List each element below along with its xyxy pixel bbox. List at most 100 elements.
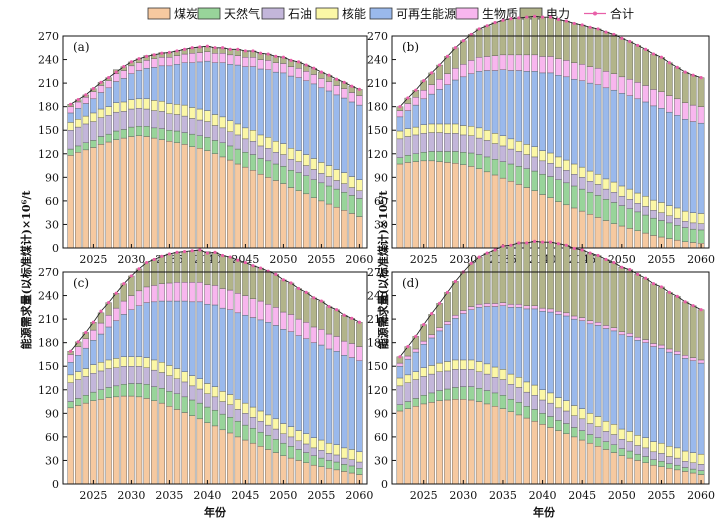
bar-segment <box>75 371 82 380</box>
total-point <box>509 17 513 21</box>
legend-item: 可再生能源 <box>369 7 456 21</box>
total-point <box>175 250 179 254</box>
bar-segment <box>128 275 135 296</box>
bar-segment <box>642 437 649 449</box>
bar-segment <box>287 426 295 438</box>
bar-segment <box>219 429 226 485</box>
bar-segment <box>158 65 165 102</box>
total-point <box>145 260 149 265</box>
total-point <box>596 253 600 258</box>
bar-segment <box>507 18 515 56</box>
bar-segment <box>674 457 681 466</box>
x-tick-label: 2025 <box>410 253 438 266</box>
bar-segment <box>594 255 602 323</box>
bar-segment <box>420 160 427 249</box>
bar-segment <box>234 312 241 400</box>
bar-segment <box>173 130 181 143</box>
bar-segment <box>436 390 443 401</box>
bar-segment <box>318 182 325 202</box>
bar-segment <box>404 103 412 111</box>
bar-segment <box>257 410 264 422</box>
bar-segment <box>280 143 287 155</box>
bar-segment <box>120 395 127 485</box>
total-point <box>430 71 434 75</box>
bar-segment <box>444 388 451 401</box>
bar-segment <box>348 459 355 467</box>
bar-segment <box>396 138 404 158</box>
bar-segment <box>642 462 649 485</box>
total-point <box>675 65 679 70</box>
bar-segment <box>674 115 681 209</box>
bar-segment <box>325 442 333 454</box>
bar-segment <box>128 309 135 358</box>
bar-segment <box>265 435 272 450</box>
bar-segment <box>151 359 158 371</box>
bar-segment <box>689 222 697 230</box>
bar-segment <box>547 176 554 198</box>
bar-segment <box>642 101 649 197</box>
total-point <box>221 46 225 50</box>
bar-segment <box>547 197 554 249</box>
total-point <box>289 58 293 62</box>
bar-segment <box>204 406 211 423</box>
total-point <box>312 66 316 70</box>
bar-segment <box>594 416 602 427</box>
bar-segment <box>475 154 483 169</box>
bar-segment <box>227 54 234 65</box>
total-point <box>628 39 632 44</box>
bar-segment <box>570 405 578 416</box>
bar-segment <box>610 330 618 425</box>
bar-segment <box>689 242 697 249</box>
bar-segment <box>318 300 325 330</box>
bar-segment <box>219 307 226 392</box>
bar-segment <box>257 431 264 447</box>
bar-segment <box>412 126 420 136</box>
bar-segment <box>227 145 234 161</box>
y-tick-label: 150 <box>367 124 388 137</box>
total-point <box>122 282 126 286</box>
total-point <box>540 240 545 244</box>
bar-segment <box>341 471 348 485</box>
bar-segment <box>310 74 317 85</box>
bar-segment <box>166 282 173 302</box>
bar-segment <box>204 393 211 408</box>
bar-segment <box>444 73 451 85</box>
total-point <box>312 296 316 300</box>
bar-segment <box>90 340 97 365</box>
total-point <box>297 286 301 291</box>
bar-segment <box>90 391 97 401</box>
bar-segment <box>303 154 310 166</box>
total-point <box>588 251 592 255</box>
bar-segment <box>555 314 562 398</box>
bar-segment <box>460 76 467 126</box>
total-point <box>175 49 179 53</box>
bar-segment <box>135 396 143 485</box>
bar-segment <box>697 359 705 364</box>
bar-segment <box>158 402 165 485</box>
bar-segment <box>412 153 420 162</box>
x-tick-label: 2045 <box>568 489 596 502</box>
bar-segment <box>570 436 578 485</box>
bar-segment <box>444 324 451 362</box>
bar-segment <box>272 452 279 485</box>
bar-segment <box>219 62 226 118</box>
bar-segment <box>452 67 459 81</box>
total-point <box>84 93 88 97</box>
bar-segment <box>318 162 325 174</box>
bar-segment <box>444 292 451 322</box>
bar-segment <box>610 223 618 249</box>
total-point <box>107 301 111 305</box>
total-point <box>152 257 156 262</box>
bar-segment <box>105 133 112 143</box>
bar-segment <box>105 314 112 328</box>
bar-segment <box>135 70 143 100</box>
bar-segment <box>310 447 317 456</box>
bar-segment <box>634 453 641 461</box>
bar-segment <box>491 406 499 485</box>
bar-segment <box>257 158 264 175</box>
bar-segment <box>460 125 467 136</box>
bar-segment <box>189 133 196 147</box>
bar-segment <box>658 344 665 349</box>
bar-segment <box>82 395 89 404</box>
bar-segment <box>249 417 257 429</box>
